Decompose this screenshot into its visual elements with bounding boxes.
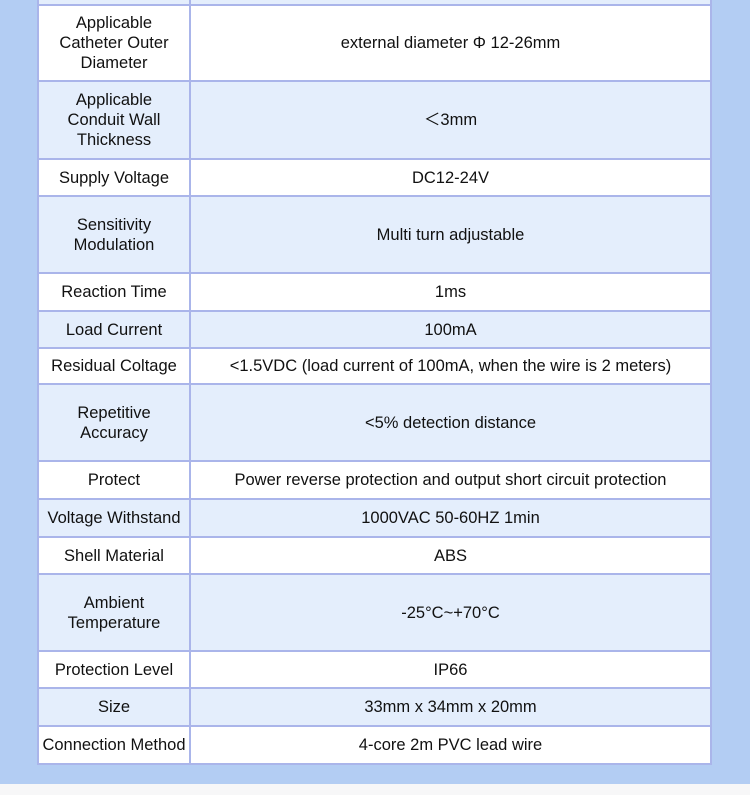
spec-label: Ambient Temperature bbox=[37, 573, 191, 652]
spec-row: Load Current 100mA bbox=[37, 310, 712, 349]
spec-row: Size 33mm x 34mm x 20mm bbox=[37, 687, 712, 727]
spec-value: IP66 bbox=[189, 650, 712, 689]
spec-label: Reaction Time bbox=[37, 272, 191, 312]
spec-row: Connection Method 4-core 2m PVC lead wire bbox=[37, 725, 712, 765]
spec-row: Ambient Temperature -25°C~+70°C bbox=[37, 573, 712, 652]
spec-label bbox=[37, 0, 191, 6]
spec-value: <5% detection distance bbox=[189, 383, 712, 462]
spec-label: Load Current bbox=[37, 310, 191, 349]
spec-value: external diameter Φ 12-26mm bbox=[189, 4, 712, 82]
spec-value: 1000VAC 50-60HZ 1min bbox=[189, 498, 712, 538]
spec-label: Applicable Conduit Wall Thickness bbox=[37, 80, 191, 160]
spec-label: Shell Material bbox=[37, 536, 191, 575]
spec-label: Protect bbox=[37, 460, 191, 500]
spec-value: 1ms bbox=[189, 272, 712, 312]
spec-value: 4-core 2m PVC lead wire bbox=[189, 725, 712, 765]
spec-row bbox=[37, 0, 712, 6]
spec-label: Protection Level bbox=[37, 650, 191, 689]
spec-value: 100mA bbox=[189, 310, 712, 349]
spec-value: ABS bbox=[189, 536, 712, 575]
spec-row: Repetitive Accuracy <5% detection distanc… bbox=[37, 383, 712, 462]
spec-label: Size bbox=[37, 687, 191, 727]
spec-value: 33mm x 34mm x 20mm bbox=[189, 687, 712, 727]
spec-value: Multi turn adjustable bbox=[189, 195, 712, 274]
spec-label: Voltage Withstand bbox=[37, 498, 191, 538]
page-footer-strip bbox=[0, 784, 750, 795]
spec-row: Applicable Catheter Outer Diameter extern… bbox=[37, 4, 712, 82]
spec-row: Applicable Conduit Wall Thickness ＜3mm bbox=[37, 80, 712, 160]
spec-value bbox=[189, 0, 712, 6]
spec-row: Protect Power reverse protection and outp… bbox=[37, 460, 712, 500]
spec-value: Power reverse protection and output shor… bbox=[189, 460, 712, 500]
spec-label: Applicable Catheter Outer Diameter bbox=[37, 4, 191, 82]
spec-value: ＜3mm bbox=[189, 80, 712, 160]
spec-row: Reaction Time 1ms bbox=[37, 272, 712, 312]
spec-row: Protection Level IP66 bbox=[37, 650, 712, 689]
spec-row: Sensitivity Modulation Multi turn adjusta… bbox=[37, 195, 712, 274]
spec-value: -25°C~+70°C bbox=[189, 573, 712, 652]
spec-label: Repetitive Accuracy bbox=[37, 383, 191, 462]
spec-label: Residual Coltage bbox=[37, 347, 191, 385]
spec-table: Applicable Catheter Outer Diameter extern… bbox=[37, 0, 712, 765]
spec-value: <1.5VDC (load current of 100mA, when the… bbox=[189, 347, 712, 385]
spec-row: Shell Material ABS bbox=[37, 536, 712, 575]
spec-value: DC12-24V bbox=[189, 158, 712, 197]
spec-row: Supply Voltage DC12-24V bbox=[37, 158, 712, 197]
spec-row: Residual Coltage <1.5VDC (load current of… bbox=[37, 347, 712, 385]
spec-row: Voltage Withstand 1000VAC 50-60HZ 1min bbox=[37, 498, 712, 538]
spec-label: Connection Method bbox=[37, 725, 191, 765]
spec-label: Sensitivity Modulation bbox=[37, 195, 191, 274]
spec-label: Supply Voltage bbox=[37, 158, 191, 197]
